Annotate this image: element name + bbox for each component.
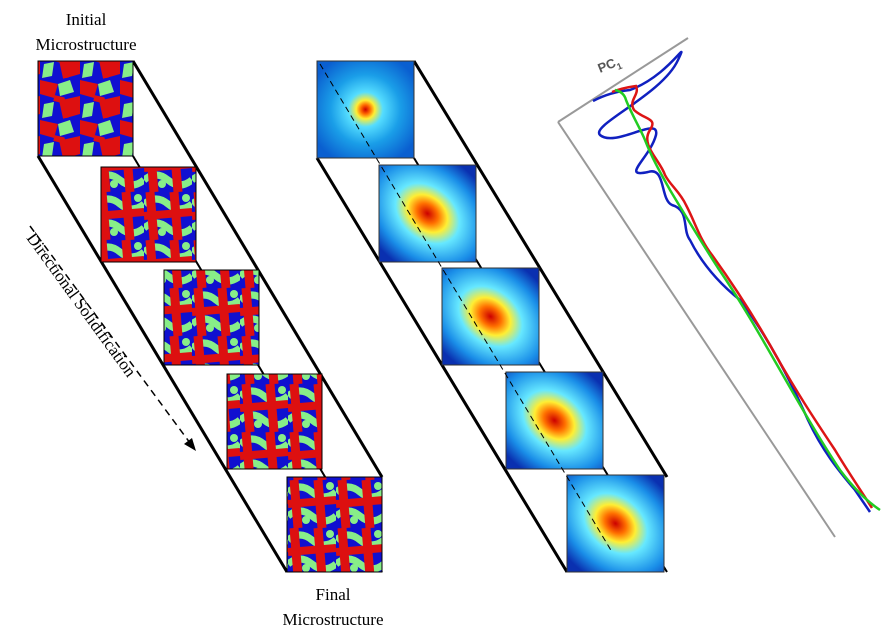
pc-trajectory-red: [611, 84, 874, 509]
initial-label-line2: Microstructure: [35, 35, 136, 54]
solidification-arrow-shaft: [29, 225, 191, 444]
prism-edge-bottom-left: [36, 155, 289, 573]
correlation-diagonal: [319, 63, 613, 553]
pc1-axis-label: PC1: [596, 53, 624, 78]
correlation-map-4: [505, 371, 604, 470]
solidification-arrow-head: [184, 438, 196, 451]
pc-trajectory-panel: PC1: [557, 37, 881, 538]
final-microstructure-image: [286, 476, 383, 573]
pc-trajectory-green: [614, 88, 881, 512]
initial-microstructure-image: [37, 60, 134, 157]
final-label-line2: Microstructure: [282, 610, 383, 629]
correlation-map-2: [378, 164, 477, 263]
pc-axis-top: [557, 37, 689, 123]
microstructure-snapshot-4: [226, 373, 323, 470]
microstructure-snapshot-3: [163, 269, 260, 366]
correlation-map-5: [566, 474, 665, 573]
correlation-map-1: [316, 60, 415, 159]
initial-label-line1: Initial: [66, 10, 107, 29]
microstructure-snapshot-2: [100, 166, 197, 263]
pc-axis-left: [557, 121, 836, 538]
correlation-column: [315, 60, 669, 573]
prism-edge-top-right: [131, 60, 384, 478]
prism2-edge-top-right: [412, 60, 669, 478]
final-label-line1: Final: [316, 585, 351, 604]
correlation-map-3: [441, 267, 540, 366]
